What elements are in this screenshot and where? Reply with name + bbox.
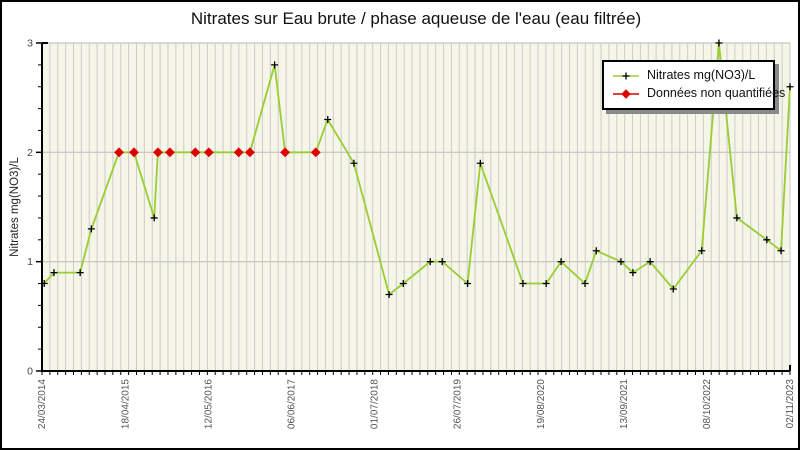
- quantified-point-marker: [271, 61, 279, 69]
- legend-label-nitrates: Nitrates mg(NO3)/L: [647, 68, 756, 82]
- non-quantified-point-marker: [129, 147, 139, 158]
- y-tick-label: 3: [27, 38, 33, 50]
- quantified-point-marker: [763, 236, 771, 244]
- non-quantified-point-marker: [165, 147, 175, 158]
- quantified-point-marker: [592, 247, 600, 255]
- quantified-point-marker: [87, 225, 95, 233]
- x-tick-label: 24/03/2014: [37, 379, 48, 429]
- quantified-point-marker: [629, 269, 637, 277]
- quantified-point-marker: [669, 285, 677, 293]
- quantified-point-marker: [786, 83, 794, 91]
- non-quantified-point-marker: [233, 147, 244, 158]
- quantified-point-marker: [324, 116, 332, 124]
- non-quantified-point-marker: [190, 147, 201, 158]
- x-tick-label: 12/05/2016: [203, 379, 214, 429]
- non-quantified-point-marker: [245, 147, 255, 158]
- quantified-point-marker: [557, 258, 565, 266]
- legend-item-nitrates: Nitrates mg(NO3)/L: [612, 67, 765, 84]
- quantified-point-marker: [617, 258, 625, 266]
- quantified-point-marker: [50, 269, 58, 277]
- quantified-point-marker: [581, 280, 589, 288]
- x-tick-label: 26/07/2019: [453, 379, 464, 429]
- legend-glyph: [613, 88, 639, 99]
- x-tick-label: 08/10/2022: [702, 379, 713, 429]
- quantified-point-marker: [542, 280, 550, 288]
- nitrates-line-marker-icon: [612, 70, 640, 82]
- legend: Nitrates mg(NO3)/L Données non quantifié…: [602, 60, 785, 110]
- quantified-point-marker: [733, 214, 741, 222]
- quantified-point-marker: [476, 159, 484, 167]
- quantified-point-marker: [438, 258, 446, 266]
- non-quantifiees-diamond-icon: [612, 88, 640, 100]
- chart-title: Nitrates sur Eau brute / phase aqueuse d…: [190, 9, 642, 28]
- y-tick-label: 0: [27, 366, 33, 378]
- non-quantified-point-marker: [203, 147, 214, 158]
- x-tick-label: 06/06/2017: [287, 379, 298, 429]
- quantified-point-marker: [519, 280, 527, 288]
- quantified-point-marker: [464, 280, 472, 288]
- legend-glyph: [613, 72, 639, 79]
- quantified-point-marker: [76, 269, 84, 277]
- y-tick-label: 1: [27, 256, 33, 268]
- quantified-point-marker: [399, 280, 407, 288]
- quantified-point-marker: [777, 247, 785, 255]
- legend-item-non-quantifiees: Données non quantifiées: [612, 85, 785, 102]
- quantified-point-marker: [385, 290, 393, 298]
- non-quantified-point-marker: [310, 147, 321, 158]
- quantified-point-marker: [426, 258, 434, 266]
- quantified-point-marker: [646, 258, 654, 266]
- x-tick-label: 02/11/2023: [785, 379, 796, 429]
- non-quantified-point-marker: [153, 147, 163, 158]
- quantified-point-marker: [350, 159, 358, 167]
- y-tick-label: 2: [27, 147, 33, 159]
- quantified-point-marker: [40, 280, 48, 288]
- quantified-point-marker: [715, 39, 723, 47]
- x-tick-label: 13/09/2021: [619, 379, 630, 429]
- non-quantified-point-marker: [280, 147, 291, 158]
- legend-label-non-quantifiees: Données non quantifiées: [647, 86, 786, 100]
- x-tick-label: 01/07/2018: [370, 379, 381, 429]
- x-tick-label: 18/04/2015: [120, 379, 131, 429]
- non-quantified-point-marker: [114, 147, 124, 158]
- quantified-point-marker: [150, 214, 158, 222]
- quantified-point-marker: [698, 247, 706, 255]
- x-tick-label: 19/08/2020: [536, 379, 547, 429]
